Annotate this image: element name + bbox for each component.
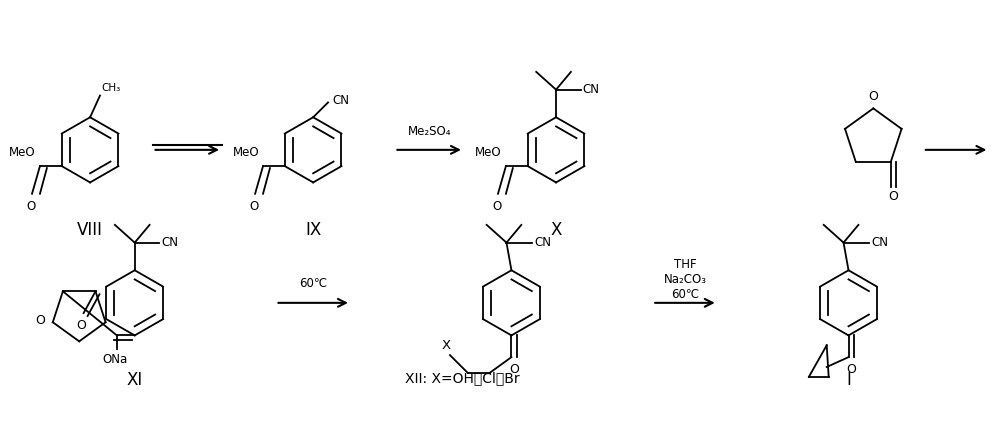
Text: CN: CN <box>332 94 349 107</box>
Text: O: O <box>888 190 898 202</box>
Text: O: O <box>77 319 87 332</box>
Text: I: I <box>846 371 851 389</box>
Text: O: O <box>868 91 878 103</box>
Text: CN: CN <box>534 236 551 249</box>
Text: IX: IX <box>305 221 321 239</box>
Text: MeO: MeO <box>232 146 259 159</box>
Text: CN: CN <box>161 236 178 249</box>
Text: THF: THF <box>674 258 696 271</box>
Text: 60℃: 60℃ <box>671 288 699 301</box>
Text: Me₂SO₄: Me₂SO₄ <box>407 125 451 138</box>
Text: X: X <box>441 339 451 352</box>
Text: O: O <box>35 314 45 327</box>
Text: O: O <box>492 199 502 213</box>
Text: X: X <box>550 221 562 239</box>
Text: 60℃: 60℃ <box>299 277 327 290</box>
Text: ONa: ONa <box>102 353 128 366</box>
Text: Na₂CO₃: Na₂CO₃ <box>663 273 706 286</box>
Text: VIII: VIII <box>77 221 103 239</box>
Text: O: O <box>26 199 36 213</box>
Text: O: O <box>847 363 856 376</box>
Text: CN: CN <box>871 236 888 249</box>
Text: XII: X=OH、Cl、Br: XII: X=OH、Cl、Br <box>405 371 519 385</box>
Text: O: O <box>509 363 519 376</box>
Text: CH₃: CH₃ <box>101 83 120 93</box>
Text: CN: CN <box>583 83 600 96</box>
Text: MeO: MeO <box>475 146 502 159</box>
Text: O: O <box>249 199 259 213</box>
Text: XI: XI <box>127 371 143 389</box>
Text: MeO: MeO <box>9 146 36 159</box>
